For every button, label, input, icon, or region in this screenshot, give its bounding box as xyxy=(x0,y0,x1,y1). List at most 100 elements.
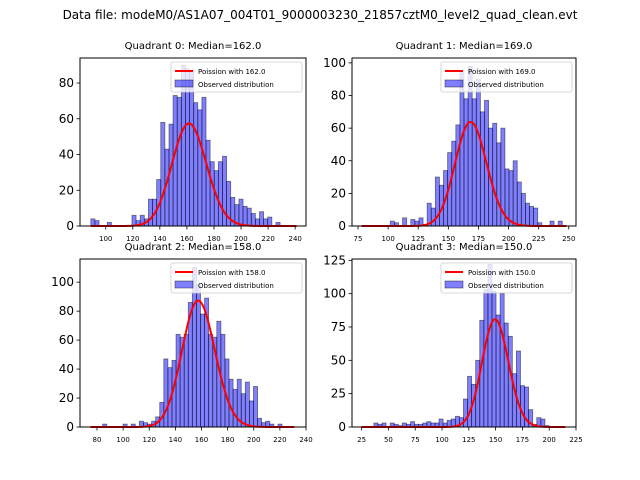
x-tick-label: 200 xyxy=(247,436,260,444)
histogram-bar xyxy=(438,418,444,428)
x-tick-label: 100 xyxy=(381,235,394,243)
subplot-quadrant-3: Quadrant 3: Median=150.0 0 25 50 75 100 125 25 5… xyxy=(323,242,583,444)
x-tick-label: 140 xyxy=(169,436,182,444)
subplot-quadrant-0: Quadrant 0: Median=162.0 0 20 40 60 80 100 120 1… xyxy=(59,41,307,243)
histogram-bar xyxy=(533,207,539,227)
y-tick-label: 40 xyxy=(59,362,74,376)
y-tick-label: 0 xyxy=(66,219,74,233)
histogram-bar xyxy=(183,333,189,428)
subplot-quadrant-1: Quadrant 1: Median=169.0 0 20 40 60 80 100 75 10… xyxy=(323,41,577,243)
legend-label: Observed distribution xyxy=(198,282,274,290)
histogram-bar xyxy=(520,385,525,428)
histogram-bar xyxy=(463,98,469,227)
histogram-bar xyxy=(520,192,526,227)
x-tick-label: 75 xyxy=(354,235,363,243)
histogram-bar xyxy=(467,375,473,428)
x-tick-label: 140 xyxy=(153,235,166,243)
histogram-bar xyxy=(492,122,498,227)
histogram-bar xyxy=(205,139,211,227)
x-tick-label: 150 xyxy=(489,436,502,444)
histogram-bar xyxy=(516,181,522,227)
y-tick-label: 0 xyxy=(338,219,346,233)
x-tick-label: 220 xyxy=(261,235,274,243)
histogram-bar xyxy=(217,161,223,227)
histogram-bar xyxy=(193,102,199,227)
x-tick-label: 225 xyxy=(532,235,545,243)
x-tick-label: 175 xyxy=(516,436,529,444)
x-tick-label: 120 xyxy=(143,436,156,444)
histogram-bar xyxy=(512,160,518,227)
y-tick-label: 60 xyxy=(59,333,74,347)
x-tick-label: 220 xyxy=(273,436,286,444)
histogram-bar xyxy=(249,400,254,428)
histogram-bar xyxy=(503,322,509,428)
histogram-bar xyxy=(176,96,182,227)
x-tick-label: 250 xyxy=(562,235,575,243)
legend: Poission with 150.0 Observed distribution xyxy=(440,262,573,294)
histogram-bar xyxy=(257,417,263,428)
x-tick-label: 80 xyxy=(93,436,102,444)
x-tick-label: 150 xyxy=(442,235,455,243)
histogram-bar xyxy=(209,161,215,227)
legend-patch-swatch xyxy=(444,280,464,289)
x-tick-label: 200 xyxy=(543,436,556,444)
y-tick-label: 25 xyxy=(331,387,346,401)
x-tick-label: 100 xyxy=(99,235,112,243)
y-tick-label: 80 xyxy=(331,89,346,103)
histogram-bar xyxy=(208,333,214,428)
y-tick-label: 0 xyxy=(338,420,346,434)
y-tick-label: 0 xyxy=(66,420,74,434)
histogram-bar xyxy=(189,70,195,227)
x-tick-label: 240 xyxy=(299,436,312,444)
x-tick-label: 240 xyxy=(288,235,301,243)
axes-frame xyxy=(79,258,307,428)
histogram-bar xyxy=(516,350,521,428)
figure-title: Data file: modeM0/AS1A07_004T01_90000032… xyxy=(62,8,578,22)
histogram-bar xyxy=(402,217,408,227)
x-tick-label: 120 xyxy=(126,235,139,243)
legend-label: Poission with 158.0 xyxy=(198,269,266,277)
x-tick-label: 160 xyxy=(195,436,208,444)
y-tick-label: 100 xyxy=(323,56,346,70)
x-tick-label: 125 xyxy=(412,235,425,243)
histogram-bar xyxy=(525,202,530,227)
axes-frame xyxy=(79,57,307,227)
legend-label: Poission with 169.0 xyxy=(468,68,536,76)
subplot-title: Quadrant 0: Median=162.0 xyxy=(125,41,262,52)
y-tick-label: 80 xyxy=(59,76,74,90)
legend-label: Poission with 150.0 xyxy=(468,269,536,277)
subplot-title: Quadrant 1: Median=169.0 xyxy=(396,41,533,52)
subplot-title: Quadrant 3: Median=150.0 xyxy=(396,242,533,253)
legend-patch-swatch xyxy=(444,79,464,88)
y-tick-label: 80 xyxy=(59,304,74,318)
x-tick-label: 100 xyxy=(435,436,448,444)
legend-label: Observed distribution xyxy=(198,81,274,89)
histogram-bar xyxy=(244,381,250,428)
histogram-bar xyxy=(238,198,244,227)
histogram-bar xyxy=(508,170,514,227)
y-tick-label: 40 xyxy=(331,154,346,168)
y-tick-label: 20 xyxy=(59,183,74,197)
legend: Poission with 162.0 Observed distribution xyxy=(170,61,303,93)
x-tick-label: 180 xyxy=(221,436,234,444)
histogram-bar xyxy=(90,218,96,227)
y-tick-label: 75 xyxy=(331,320,346,334)
x-tick-label: 200 xyxy=(234,235,247,243)
histogram-bar xyxy=(131,214,137,227)
histogram-bar xyxy=(197,109,203,227)
histogram-bar xyxy=(163,358,169,428)
histogram-bar xyxy=(175,333,181,428)
legend-label: Observed distribution xyxy=(468,282,544,290)
y-tick-label: 60 xyxy=(59,112,74,126)
x-tick-label: 25 xyxy=(357,436,366,444)
y-tick-label: 50 xyxy=(331,353,346,367)
x-tick-label: 225 xyxy=(569,436,582,444)
histogram-bar xyxy=(200,313,205,428)
histogram-bar xyxy=(475,78,481,227)
x-tick-label: 75 xyxy=(411,436,420,444)
histogram-bar xyxy=(263,218,269,227)
histogram-bar xyxy=(160,121,166,227)
histogram-bar xyxy=(455,124,461,227)
histogram-bar xyxy=(495,314,501,428)
